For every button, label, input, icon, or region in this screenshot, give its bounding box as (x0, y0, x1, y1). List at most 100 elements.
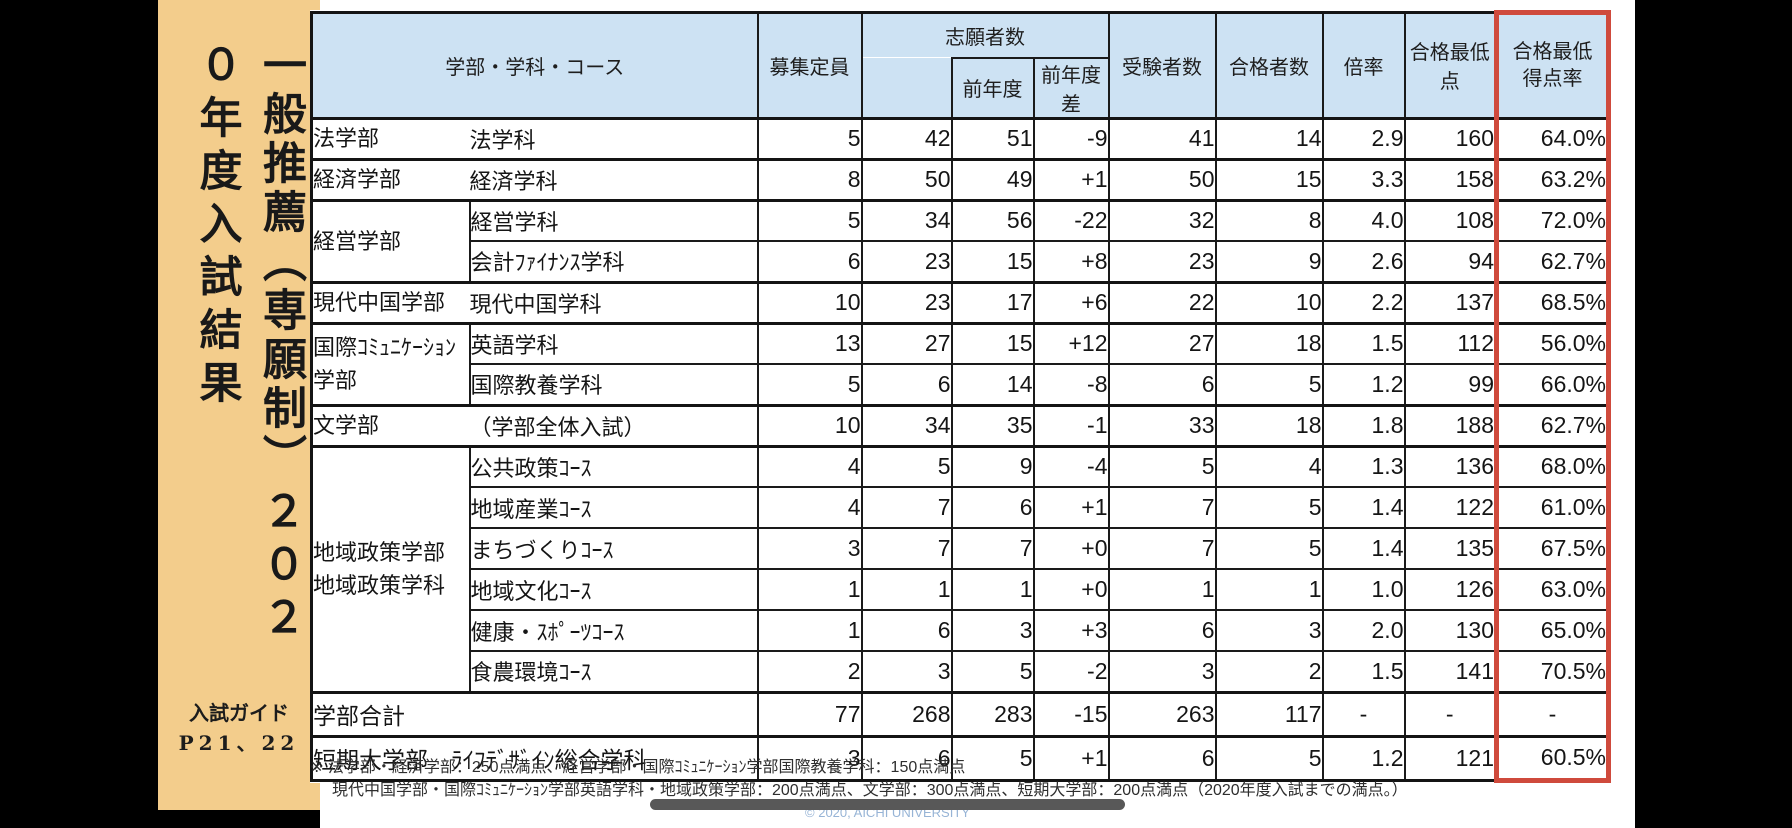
value-cell: 72.0% (1494, 198, 1611, 242)
faculty-cell: 経営学部 (310, 198, 471, 283)
junior-college-row: 短期大学部 ﾗｲﾌﾃﾞｻﾞｲﾝ総合学科 3 6 5 +1 6 5 1.2 121 60.5% (310, 734, 1611, 783)
value-cell: 283 (950, 690, 1035, 737)
value-cell: 5 (1107, 444, 1217, 488)
department-cell: 食農環境ｺｰｽ (468, 650, 759, 693)
value-cell: 136 (1403, 444, 1498, 488)
header-accepted: 合格者数 (1214, 11, 1324, 119)
value-cell: 2.0 (1321, 609, 1406, 652)
subheader-prev-diff: 前年度差 (1032, 56, 1110, 120)
value-cell: 8 (1214, 198, 1324, 242)
guide-line1: 入試ガイド (189, 701, 289, 725)
department-cell: 会計ﾌｧｲﾅﾝｽ学科 (468, 240, 759, 283)
value-cell: - (1403, 690, 1498, 737)
value-cell: 141 (1403, 650, 1498, 693)
value-cell: +1 (1032, 157, 1110, 201)
value-cell: 1.5 (1321, 650, 1406, 693)
value-cell: 130 (1403, 609, 1498, 652)
value-cell: 56.0% (1494, 321, 1611, 365)
value-cell: 15 (950, 240, 1035, 283)
value-cell: 2.6 (1321, 240, 1406, 283)
value-cell: -8 (1032, 363, 1110, 406)
value-cell: 7 (860, 527, 953, 570)
value-cell: 1.8 (1321, 403, 1406, 447)
value-cell: 5 (1214, 486, 1324, 529)
value-cell: 1 (1214, 568, 1324, 611)
value-cell: 7 (950, 527, 1035, 570)
results-table: 学部・学科・コース 募集定員 志願者数 受験者数 合格者数 倍率 合格最低点 合… (310, 10, 1611, 783)
value-cell: 3 (950, 609, 1035, 652)
value-cell: 1.0 (1321, 568, 1406, 611)
results-table-body: 法学部 法学科 5 42 51 -9 41 14 2.9 160 64.0% 経済学部 経済学科 8 50 4… (310, 116, 1611, 783)
value-cell: 62.7% (1494, 403, 1611, 447)
junior-college-row-label: 短期大学部 ﾗｲﾌﾃﾞｻﾞｲﾝ総合学科 (310, 734, 759, 781)
value-cell: 42 (860, 116, 953, 160)
value-cell: 5 (1214, 527, 1324, 570)
value-cell: 6 (1107, 734, 1217, 781)
value-cell: 34 (860, 198, 953, 242)
guide-reference: 入試ガイド P21、22 (158, 698, 320, 758)
value-cell: 6 (950, 486, 1035, 529)
value-cell: 2 (756, 650, 863, 693)
total-row-label: 学部合計 (310, 690, 759, 737)
value-cell: +8 (1032, 240, 1110, 283)
video-scrubber-bar[interactable] (650, 799, 1125, 810)
value-cell: 122 (1403, 486, 1498, 529)
value-cell: 18 (1214, 321, 1324, 365)
department-cell: まちづくりｺｰｽ (468, 527, 759, 570)
table-row: 健康・ｽﾎﾟｰﾂｺｰｽ 1 6 3 +3 6 3 2.0 130 65.0% (312, 609, 1611, 652)
value-cell: 99 (1403, 363, 1498, 406)
value-cell: 14 (1214, 116, 1324, 160)
total-row: 学部合計 77 268 283 -15 263 117- - - (310, 690, 1611, 737)
value-cell: 160 (1403, 116, 1498, 160)
value-cell: 9 (950, 444, 1035, 488)
value-cell: +0 (1032, 527, 1110, 570)
value-cell: 77 (756, 690, 863, 737)
header-examinees: 受験者数 (1107, 11, 1217, 119)
header-ratio: 倍率 (1321, 11, 1406, 119)
value-cell: 15 (1214, 157, 1324, 201)
value-cell: 65.0% (1494, 609, 1611, 652)
value-cell: 3 (1107, 650, 1217, 693)
slide-title-year: ２０２０年度入試結果 (192, 42, 305, 648)
value-cell: 56 (950, 198, 1035, 242)
value-cell: 6 (756, 240, 863, 283)
header-applicants: 志願者数 (860, 11, 1110, 58)
value-cell: 5 (950, 734, 1035, 781)
value-cell: 1.5 (1321, 321, 1406, 365)
value-cell: 135 (1403, 527, 1498, 570)
faculty-cell: 文学部 (310, 403, 470, 447)
table-row: 文学部 （学部全体入試） 10 34 35 -1 33 18 1.8 188 62.7% (310, 403, 1611, 447)
department-cell: 法学科 (469, 116, 759, 160)
table-row: 会計ﾌｧｲﾅﾝｽ学科 6 23 15 +8 23 9 2.6 94 62.7% (312, 240, 1611, 283)
value-cell: 66.0% (1494, 363, 1611, 406)
value-cell: 2.9 (1321, 116, 1406, 160)
slide: 一般推薦（専願制） ２０２０年度入試結果 入試ガイド P21、22 学部・学科・… (158, 0, 1635, 828)
header-min-rate-highlighted: 合格最低 得点率 (1494, 10, 1611, 119)
sidebar-bottom-strip (158, 810, 320, 828)
department-cell: 英語学科 (468, 321, 759, 365)
value-cell: 7 (860, 486, 953, 529)
value-cell: 3 (756, 527, 863, 570)
value-cell: 50 (1107, 157, 1217, 201)
header-min-score: 合格最低点 (1403, 11, 1498, 119)
value-cell: 137 (1403, 280, 1498, 324)
guide-line2: P21、22 (178, 731, 300, 755)
value-cell: 2.2 (1321, 280, 1406, 324)
value-cell: -2 (1032, 650, 1110, 693)
value-cell: +12 (1032, 321, 1110, 365)
value-cell: +1 (1032, 486, 1110, 529)
department-cell: 経営学科 (468, 198, 759, 242)
value-cell: 4 (1214, 444, 1324, 488)
value-cell: 1.2 (1321, 363, 1406, 406)
value-cell: 5 (756, 116, 863, 160)
value-cell: 6 (1107, 609, 1217, 652)
value-cell: -9 (1032, 116, 1110, 160)
table-row: まちづくりｺｰｽ 3 7 7 +0 7 5 1.4 135 67.5% (312, 527, 1611, 570)
department-cell: 公共政策ｺｰｽ (468, 444, 759, 488)
value-cell: 121 (1403, 734, 1498, 781)
value-cell: 1.3 (1321, 444, 1406, 488)
value-cell: 68.0% (1494, 444, 1611, 488)
value-cell: 60.5% (1494, 734, 1611, 783)
department-cell: 地域文化ｺｰｽ (468, 568, 759, 611)
value-cell: +1 (1032, 734, 1110, 781)
